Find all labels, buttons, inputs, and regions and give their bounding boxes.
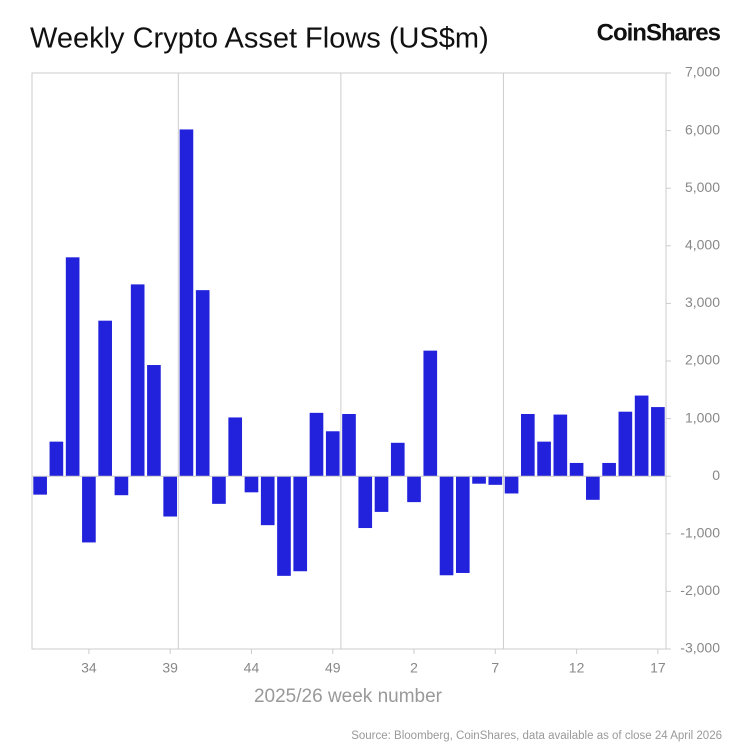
- bar: [618, 411, 633, 477]
- bar: [277, 476, 291, 576]
- x-tick-label: 49: [325, 660, 341, 676]
- x-tick-label: 39: [162, 660, 178, 676]
- x-tick-label: 2: [410, 660, 418, 676]
- y-tick-label: -3,000: [680, 640, 720, 656]
- chart-title: Weekly Crypto Asset Flows (US$m): [30, 23, 489, 55]
- bar: [65, 257, 80, 477]
- bar: [147, 365, 161, 477]
- x-tick-label: 44: [244, 660, 260, 676]
- bar: [228, 417, 243, 477]
- bar: [179, 129, 194, 477]
- bar: [374, 476, 389, 512]
- bar: [163, 476, 178, 517]
- bar: [634, 395, 649, 477]
- bar: [390, 442, 405, 477]
- bar: [212, 476, 226, 504]
- bar: [602, 462, 616, 477]
- bar: [195, 290, 210, 477]
- bar: [98, 320, 112, 477]
- bar: [488, 476, 503, 485]
- bar: [114, 476, 129, 496]
- bar: [537, 441, 551, 477]
- bar: [33, 476, 47, 495]
- bar: [342, 413, 356, 477]
- bar: [504, 476, 519, 494]
- bar: [309, 412, 324, 477]
- y-tick-label: 6,000: [685, 121, 720, 137]
- source-note: Source: Bloomberg, CoinShares, data avai…: [351, 730, 722, 742]
- y-tick-label: 2,000: [685, 352, 720, 368]
- bar: [358, 476, 373, 529]
- bar: [130, 284, 145, 477]
- bar: [439, 476, 454, 576]
- y-tick-label: 1,000: [685, 409, 720, 425]
- bar: [472, 476, 486, 484]
- bar: [293, 476, 308, 572]
- x-axis-label: 2025/26 week number: [254, 686, 443, 707]
- y-tick-label: 0: [712, 467, 720, 483]
- bar: [651, 407, 665, 477]
- brand: CoinShares: [597, 19, 721, 46]
- bar: [569, 462, 584, 477]
- x-tick-label: 17: [650, 660, 666, 676]
- y-tick-label: 4,000: [685, 237, 720, 253]
- bar: [325, 431, 340, 477]
- bar: [244, 476, 259, 493]
- bar: [586, 476, 600, 500]
- x-tick-label: 7: [491, 660, 499, 676]
- y-tick-label: 3,000: [685, 294, 720, 310]
- bar: [455, 476, 470, 573]
- bar: [260, 476, 275, 526]
- bar: [520, 413, 535, 477]
- y-tick-label: 5,000: [685, 179, 720, 195]
- y-tick-label: 7,000: [685, 64, 720, 80]
- x-tick-label: 12: [569, 660, 585, 676]
- x-tick-label: 34: [81, 660, 97, 676]
- plot-frame: [31, 72, 667, 650]
- bar: [423, 350, 438, 477]
- y-tick-label: -2,000: [680, 582, 720, 598]
- bar: [553, 414, 568, 477]
- bar: [82, 476, 96, 543]
- bar: [49, 441, 64, 477]
- bar: [407, 476, 421, 503]
- y-tick-label: -1,000: [680, 525, 720, 541]
